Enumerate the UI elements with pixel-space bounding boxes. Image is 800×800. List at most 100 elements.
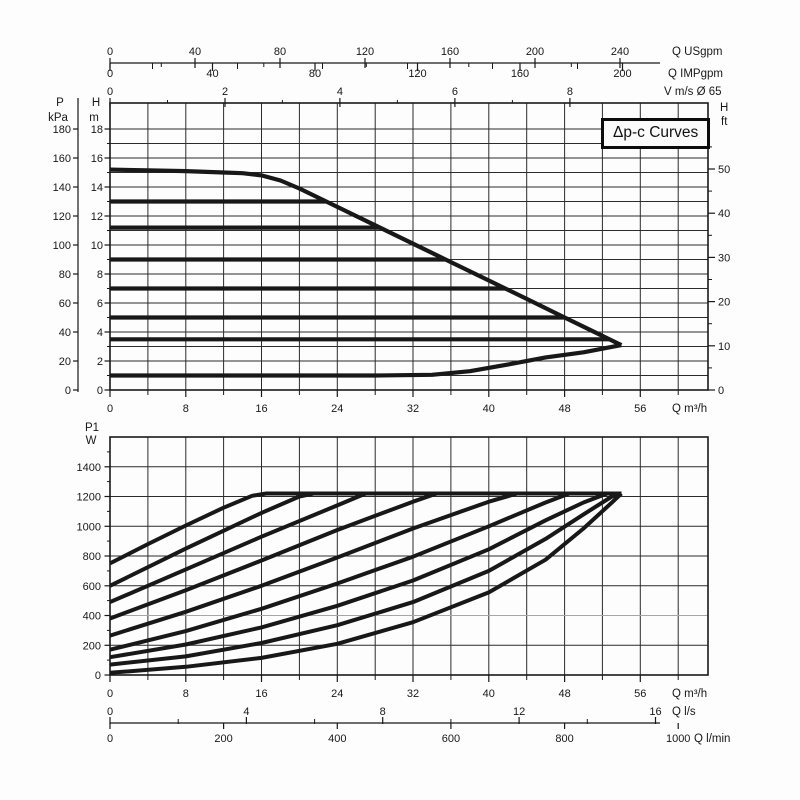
m3h-tick-label: 16 xyxy=(255,403,267,415)
h-ft-axis-header: H xyxy=(720,102,728,114)
curve-power-curve-9 xyxy=(109,492,623,675)
usgpm-tick-label: 80 xyxy=(274,46,286,58)
m3h-axis-label: Q m³/h xyxy=(672,403,707,415)
m3h-tick-label: 40 xyxy=(483,403,495,415)
h-m-tick-label: 18 xyxy=(91,124,103,136)
h-m-tick-label: 0 xyxy=(97,385,103,397)
p-axis-unit: kPa xyxy=(48,112,68,124)
h-m-tick-label: 4 xyxy=(97,327,103,339)
p1-w-tick-label: 0 xyxy=(95,670,101,682)
impgpm-tick-label: 0 xyxy=(107,68,113,80)
h-ft-axis-unit: ft xyxy=(721,116,728,128)
p-kpa-tick-label: 140 xyxy=(53,182,71,194)
curve-power-curve-7 xyxy=(109,491,622,660)
h-ft-tick-label: 40 xyxy=(718,208,730,220)
h-ft-tick-label: 30 xyxy=(718,252,730,264)
impgpm-tick-label: 80 xyxy=(309,68,321,80)
usgpm-tick-label: 40 xyxy=(189,46,201,58)
curve-power-curve-1 xyxy=(109,491,622,566)
p-axis-header: P xyxy=(56,97,64,109)
velocity-tick-label: 0 xyxy=(107,86,113,98)
curve-max-head xyxy=(109,167,623,347)
ls-tick-label: 8 xyxy=(380,706,386,718)
h-ft-tick-label: 0 xyxy=(718,385,724,397)
impgpm-tick-label: 120 xyxy=(408,68,426,80)
m3h-tick-label: 56 xyxy=(634,403,646,415)
impgpm-tick-label: 160 xyxy=(511,68,529,80)
p1-axis-header: P1 xyxy=(85,422,99,434)
m3h-axis-label: Q m³/h xyxy=(672,688,707,700)
p-kpa-tick-label: 180 xyxy=(53,124,71,136)
p-kpa-tick-label: 0 xyxy=(65,385,71,397)
dp-c-curves-badge-label: Δp-c Curves xyxy=(613,124,699,141)
m3h-tick-label: 8 xyxy=(183,688,189,700)
h-m-tick-label: 14 xyxy=(91,182,103,194)
dp-c-curves-badge: Δp-c Curves xyxy=(601,118,711,150)
lmin-tick-label: 400 xyxy=(328,733,346,745)
p-kpa-tick-label: 120 xyxy=(53,211,71,223)
m3h-tick-label: 24 xyxy=(331,688,343,700)
h-ft-tick-label: 50 xyxy=(718,164,730,176)
m3h-tick-label: 16 xyxy=(255,688,267,700)
m3h-tick-label: 8 xyxy=(183,403,189,415)
p-kpa-tick-label: 40 xyxy=(59,327,71,339)
impgpm-tick-label: 40 xyxy=(206,68,218,80)
h-m-tick-label: 10 xyxy=(91,240,103,252)
usgpm-tick-label: 120 xyxy=(356,46,374,58)
head-chart-border xyxy=(109,102,709,391)
m3h-tick-label: 40 xyxy=(483,688,495,700)
lmin-tick-label: 800 xyxy=(555,733,573,745)
curve-power-curve-6 xyxy=(109,491,622,652)
m3h-tick-label: 0 xyxy=(107,688,113,700)
curve-power-curve-8 xyxy=(109,491,623,667)
velocity-tick-label: 4 xyxy=(337,86,343,98)
p-kpa-tick-label: 20 xyxy=(59,356,71,368)
usgpm-tick-label: 200 xyxy=(526,46,544,58)
lmin-tick-label: 200 xyxy=(214,733,232,745)
h-m-tick-label: 6 xyxy=(97,298,103,310)
p1-w-tick-label: 600 xyxy=(83,581,101,593)
lmin-axis-label: Q l/min xyxy=(694,733,730,745)
impgpm-axis-label: Q IMPgpm xyxy=(668,68,723,80)
p1-w-tick-label: 400 xyxy=(83,611,101,623)
p1-w-tick-label: 1000 xyxy=(77,521,101,533)
p-kpa-tick-label: 80 xyxy=(59,269,71,281)
m3h-tick-label: 48 xyxy=(558,688,570,700)
p1-axis-unit: W xyxy=(86,435,97,447)
usgpm-axis-label: Q USgpm xyxy=(672,46,723,58)
p1-w-tick-label: 200 xyxy=(83,640,101,652)
m3h-tick-label: 32 xyxy=(407,688,419,700)
ls-tick-label: 12 xyxy=(513,706,525,718)
h-m-tick-label: 16 xyxy=(91,153,103,165)
h-m-axis-unit: m xyxy=(89,112,99,124)
velocity-tick-label: 2 xyxy=(222,86,228,98)
ls-axis-label: Q l/s xyxy=(672,706,696,718)
m3h-tick-label: 32 xyxy=(407,403,419,415)
curve-min-head xyxy=(110,343,622,378)
m3h-tick-label: 48 xyxy=(558,403,570,415)
h-ft-tick-label: 20 xyxy=(718,297,730,309)
curve-power-curve-3 xyxy=(109,491,622,604)
p-kpa-tick-label: 160 xyxy=(53,153,71,165)
h-m-tick-label: 2 xyxy=(97,356,103,368)
m3h-tick-label: 56 xyxy=(634,688,646,700)
impgpm-tick-label: 200 xyxy=(613,68,631,80)
velocity-tick-label: 8 xyxy=(567,86,573,98)
h-m-tick-label: 8 xyxy=(97,269,103,281)
lmin-tick-label: 600 xyxy=(442,733,460,745)
curve-power-curve-4 xyxy=(109,491,622,621)
p-kpa-tick-label: 60 xyxy=(59,298,71,310)
curve-power-curve-5 xyxy=(109,491,622,638)
velocity-axis-label: V m/s Ø 65 xyxy=(664,86,722,98)
ls-tick-label: 4 xyxy=(243,706,249,718)
lmin-tick-label: 0 xyxy=(107,733,113,745)
p1-w-tick-label: 800 xyxy=(83,551,101,563)
usgpm-tick-label: 160 xyxy=(441,46,459,58)
m3h-tick-label: 24 xyxy=(331,403,343,415)
m3h-tick-label: 0 xyxy=(107,403,113,415)
h-ft-tick-label: 10 xyxy=(718,341,730,353)
p-kpa-tick-label: 100 xyxy=(53,240,71,252)
usgpm-tick-label: 240 xyxy=(611,46,629,58)
